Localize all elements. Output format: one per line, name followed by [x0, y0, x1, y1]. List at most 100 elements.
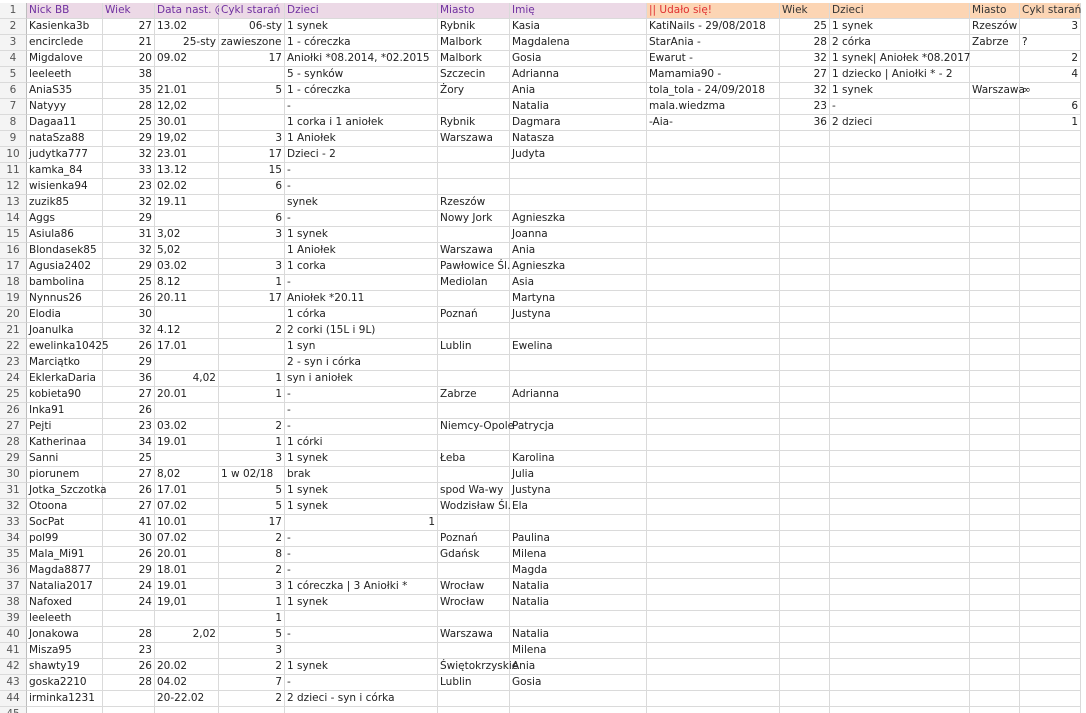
cell[interactable]: nataSza88	[27, 131, 103, 147]
cell[interactable]	[438, 179, 510, 195]
cell[interactable]: 3	[219, 579, 285, 595]
cell[interactable]: 13.12	[155, 163, 219, 179]
cell[interactable]	[1020, 403, 1081, 419]
cell[interactable]	[647, 435, 780, 451]
cell[interactable]: 2	[1020, 51, 1081, 67]
cell[interactable]	[1020, 451, 1081, 467]
cell[interactable]: 3	[219, 451, 285, 467]
cell[interactable]: 1 córki	[285, 435, 438, 451]
cell[interactable]	[155, 211, 219, 227]
cell[interactable]: Milena	[510, 643, 647, 659]
cell[interactable]: 30.01	[155, 115, 219, 131]
cell[interactable]: 28	[103, 627, 155, 643]
cell[interactable]: 1 córeczka | 3 Aniołki *	[285, 579, 438, 595]
cell[interactable]	[1020, 595, 1081, 611]
cell[interactable]: 17.01	[155, 483, 219, 499]
cell[interactable]: 3	[219, 643, 285, 659]
cell[interactable]: 1 synek	[285, 483, 438, 499]
cell[interactable]	[970, 163, 1020, 179]
cell[interactable]	[1020, 339, 1081, 355]
cell[interactable]: -	[285, 387, 438, 403]
cell[interactable]	[1020, 675, 1081, 691]
cell[interactable]	[647, 595, 780, 611]
cell[interactable]	[780, 259, 830, 275]
cell[interactable]: Warszawa	[438, 627, 510, 643]
cell[interactable]	[647, 691, 780, 707]
cell[interactable]	[780, 211, 830, 227]
cell[interactable]	[1020, 211, 1081, 227]
cell[interactable]: StarAnia -	[647, 35, 780, 51]
cell[interactable]: 20-22.02	[155, 691, 219, 707]
cell[interactable]: -	[285, 403, 438, 419]
cell[interactable]: Wrocław	[438, 579, 510, 595]
cell[interactable]	[1020, 531, 1081, 547]
cell[interactable]	[438, 611, 510, 627]
cell[interactable]	[1020, 467, 1081, 483]
cell[interactable]: -	[285, 563, 438, 579]
cell[interactable]: Rybnik	[438, 115, 510, 131]
cell[interactable]	[970, 195, 1020, 211]
cell[interactable]	[970, 563, 1020, 579]
cell[interactable]	[647, 259, 780, 275]
cell[interactable]	[647, 643, 780, 659]
cell[interactable]: -	[285, 547, 438, 563]
cell[interactable]	[780, 387, 830, 403]
cell[interactable]	[780, 579, 830, 595]
cell[interactable]	[438, 691, 510, 707]
cell[interactable]: kamka_84	[27, 163, 103, 179]
cell[interactable]	[830, 691, 970, 707]
cell[interactable]: Żory	[438, 83, 510, 99]
cell[interactable]	[970, 611, 1020, 627]
cell[interactable]: 2 córka	[830, 35, 970, 51]
cell[interactable]: shawty19	[27, 659, 103, 675]
cell[interactable]: spod Wa-wy	[438, 483, 510, 499]
cell[interactable]	[438, 355, 510, 371]
cell[interactable]	[1020, 499, 1081, 515]
cell[interactable]	[970, 691, 1020, 707]
cell[interactable]: ?	[1020, 35, 1081, 51]
cell[interactable]	[830, 179, 970, 195]
cell[interactable]	[830, 499, 970, 515]
cell[interactable]	[1020, 579, 1081, 595]
cell[interactable]	[780, 403, 830, 419]
cell[interactable]	[780, 547, 830, 563]
cell[interactable]	[438, 563, 510, 579]
cell[interactable]	[647, 627, 780, 643]
cell[interactable]: 26	[103, 659, 155, 675]
header-cell[interactable]: Imię	[510, 3, 647, 19]
cell[interactable]: -Aia-	[647, 115, 780, 131]
cell[interactable]	[647, 499, 780, 515]
cell[interactable]	[219, 707, 285, 713]
cell[interactable]: 25	[103, 115, 155, 131]
cell[interactable]	[285, 643, 438, 659]
cell[interactable]: Rybnik	[438, 19, 510, 35]
cell[interactable]	[830, 131, 970, 147]
cell[interactable]	[970, 115, 1020, 131]
cell[interactable]: 1 Aniołek	[285, 131, 438, 147]
cell[interactable]: Warszawa	[438, 131, 510, 147]
cell[interactable]: 25	[780, 19, 830, 35]
cell[interactable]: 17	[219, 515, 285, 531]
cell[interactable]: 1 synek	[285, 659, 438, 675]
cell[interactable]	[830, 563, 970, 579]
cell[interactable]: 6	[219, 179, 285, 195]
cell[interactable]: AniaS35	[27, 83, 103, 99]
cell[interactable]: Joanulka	[27, 323, 103, 339]
cell[interactable]: 18.01	[155, 563, 219, 579]
cell[interactable]	[970, 659, 1020, 675]
cell[interactable]: 5,02	[155, 243, 219, 259]
cell[interactable]: Poznań	[438, 307, 510, 323]
cell[interactable]	[780, 131, 830, 147]
cell[interactable]: 6	[219, 211, 285, 227]
cell[interactable]: 1 corka i 1 aniołek	[285, 115, 438, 131]
cell[interactable]: Martyna	[510, 291, 647, 307]
cell[interactable]: Malbork	[438, 51, 510, 67]
cell[interactable]	[780, 691, 830, 707]
cell[interactable]: Lublin	[438, 339, 510, 355]
cell[interactable]: 1 - córeczka	[285, 35, 438, 51]
cell[interactable]: 1 corka	[285, 259, 438, 275]
cell[interactable]: Pejti	[27, 419, 103, 435]
cell[interactable]	[830, 163, 970, 179]
cell[interactable]	[1020, 355, 1081, 371]
cell[interactable]	[830, 355, 970, 371]
